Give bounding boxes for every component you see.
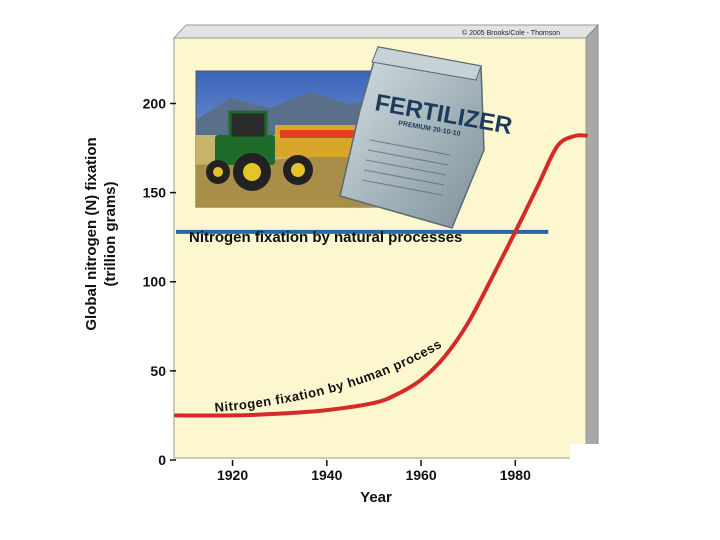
x-tick-label: 1960 bbox=[405, 467, 436, 483]
panel-cutout bbox=[570, 444, 600, 460]
natural-series-label: Nitrogen fixation by natural processes bbox=[189, 229, 462, 246]
x-tick-label: 1940 bbox=[311, 467, 342, 483]
human-processes-line bbox=[174, 133, 588, 418]
y-axis-units: (trillion grams) bbox=[102, 181, 119, 286]
y-tick-label: 0 bbox=[158, 452, 166, 468]
y-tick-label: 200 bbox=[143, 95, 167, 111]
x-tick-label: 1980 bbox=[500, 467, 531, 483]
y-tick-label: 150 bbox=[143, 185, 167, 201]
y-axis-title: Global nitrogen (N) fixation bbox=[83, 137, 100, 330]
fertilizer-bag-icon: FERTILIZER PREMIUM 20-10-10 bbox=[339, 46, 514, 229]
y-tick-label: 100 bbox=[143, 274, 167, 290]
x-tick-label: 1920 bbox=[217, 467, 248, 483]
y-axis-ticks: 0 50 100 150 200 bbox=[143, 95, 176, 468]
panel-right-edge bbox=[585, 23, 599, 459]
copyright-text: © 2005 Brooks/Cole - Thomson bbox=[462, 29, 560, 37]
series-layer bbox=[174, 133, 588, 418]
x-axis-ticks: 1920 1940 1960 1980 bbox=[217, 460, 531, 483]
y-tick-label: 50 bbox=[150, 363, 166, 379]
x-axis-title: Year bbox=[360, 489, 392, 506]
